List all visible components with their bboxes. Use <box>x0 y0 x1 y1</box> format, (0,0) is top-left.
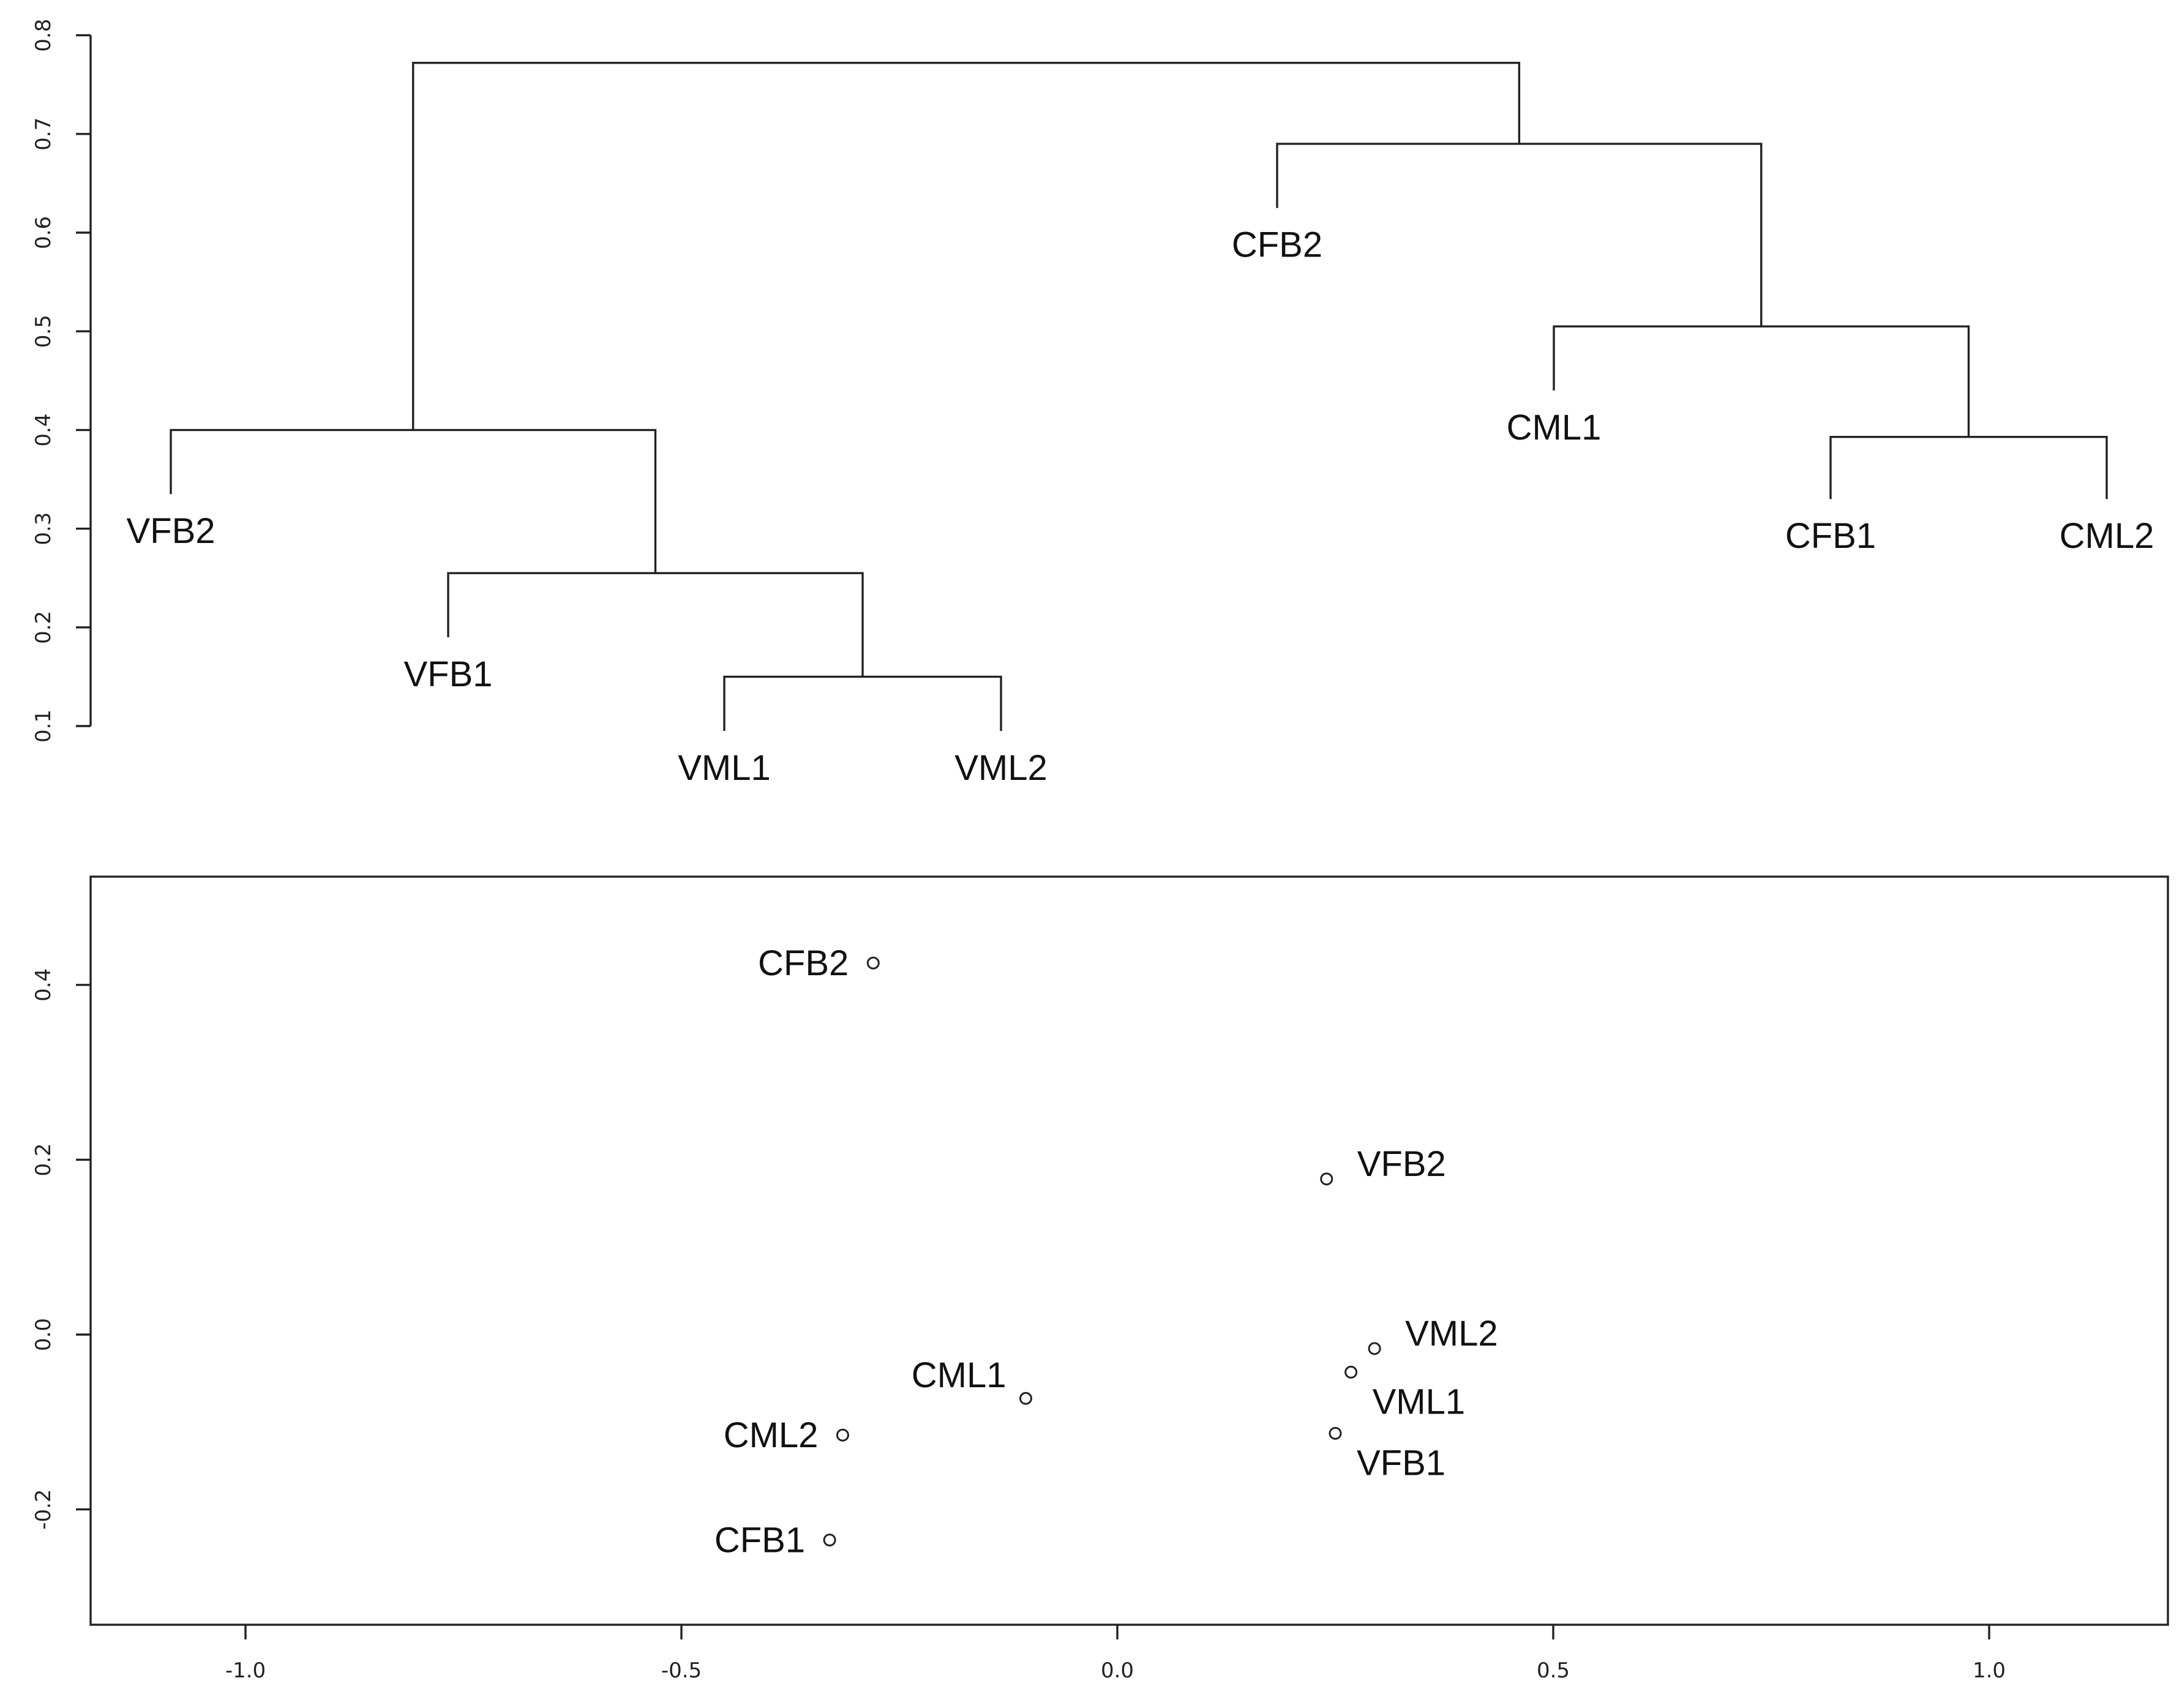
dendrogram-branch <box>412 62 1521 430</box>
scatter-y-tick-label: 0.0 <box>31 1318 56 1351</box>
scatter-y-tick-label: -0.2 <box>31 1489 56 1529</box>
dendrogram-y-tick-label: 0.5 <box>31 315 56 348</box>
scatter-point <box>1329 1426 1342 1440</box>
scatter-point <box>836 1428 849 1442</box>
dendrogram-y-tick-label: 0.7 <box>31 118 56 151</box>
dendrogram-branch <box>1276 143 1763 327</box>
dendrogram-leaf-label: VML2 <box>954 748 1048 788</box>
scatter-point-label: CFB1 <box>714 1521 805 1560</box>
scatter-point-label: CML2 <box>724 1415 819 1455</box>
scatter-point-label: CFB2 <box>758 943 849 983</box>
scatter-x-tick-label: -0.5 <box>661 1658 702 1683</box>
scatter-x-tick-label: 0.0 <box>1101 1658 1134 1683</box>
scatter-point-label: VML1 <box>1373 1382 1466 1421</box>
scatter-y-axis: -0.2 0.0 0.2 0.4 <box>31 968 91 1530</box>
dendrogram-leaf-label: CML1 <box>1507 408 1602 448</box>
scatter-x-axis: -1.0 -0.5 0.0 0.5 1.0 <box>225 1625 2006 1683</box>
dendrogram-leaf-label: CML2 <box>2060 516 2154 556</box>
scatter-point <box>1368 1342 1381 1355</box>
scatter-point-label: CML1 <box>912 1355 1007 1395</box>
scatter-point-label: VML2 <box>1405 1314 1498 1354</box>
scatter-point <box>823 1534 836 1547</box>
scatter-points: CFB2 VFB2 VML2 VML1 CML1 CML2 VFB1 CFB1 <box>714 943 1498 1560</box>
dendrogram-y-tick-label: 0.3 <box>31 512 56 545</box>
dendrogram-branch <box>447 572 864 677</box>
dendrogram-branches <box>170 62 2108 732</box>
scatter-point-label: VFB2 <box>1357 1144 1446 1184</box>
scatter-point <box>1019 1391 1032 1405</box>
dendrogram-y-tick-label: 0.4 <box>31 413 56 446</box>
dendrogram-leaf-labels: VFB2 VFB1 VML1 VML2 CFB2 CML1 CFB1 CML2 <box>126 225 2154 788</box>
dendrogram-branch <box>1553 325 1970 437</box>
scatter-y-tick-label: 0.2 <box>31 1143 56 1176</box>
scatter-plot-frame <box>89 875 2169 1626</box>
dendrogram-y-axis: 0.1 0.2 0.3 0.4 0.5 0.6 0.7 0.8 <box>31 19 92 743</box>
scatter-chart: -1.0 -0.5 0.0 0.5 1.0 -0.2 0.0 0.2 0.4 CFB2 VFB2… <box>31 875 2169 1683</box>
scatter-point <box>1320 1172 1333 1186</box>
dendrogram-leaf-label: CFB2 <box>1232 225 1322 265</box>
scatter-y-tick-label: 0.4 <box>31 968 56 1002</box>
dendrogram-leaf-label: VML1 <box>678 748 771 788</box>
dendrogram-branch <box>1829 435 2108 500</box>
scatter-point <box>1344 1365 1358 1379</box>
scatter-x-tick-label: 1.0 <box>1973 1658 2006 1683</box>
dendrogram-y-tick-label: 0.2 <box>31 611 56 644</box>
dendrogram-branch <box>170 429 657 574</box>
dendrogram-branch <box>723 675 1002 732</box>
dendrogram-leaf-label: CFB1 <box>1785 516 1876 556</box>
dendrogram-leaf-label: VFB2 <box>126 511 215 551</box>
scatter-x-tick-label: 0.5 <box>1537 1658 1570 1683</box>
scatter-point <box>866 956 880 970</box>
dendrogram-chart: 0.1 0.2 0.3 0.4 0.5 0.6 0.7 0.8 VFB2 VFB1 VML1 VML… <box>31 19 2154 788</box>
scatter-x-tick-label: -1.0 <box>225 1658 266 1683</box>
dendrogram-y-tick-label: 0.1 <box>31 710 56 743</box>
dendrogram-leaf-label: VFB1 <box>403 654 492 694</box>
dendrogram-y-tick-label: 0.8 <box>31 19 56 52</box>
dendrogram-y-tick-label: 0.6 <box>31 216 56 249</box>
scatter-point-label: VFB1 <box>1357 1443 1445 1483</box>
